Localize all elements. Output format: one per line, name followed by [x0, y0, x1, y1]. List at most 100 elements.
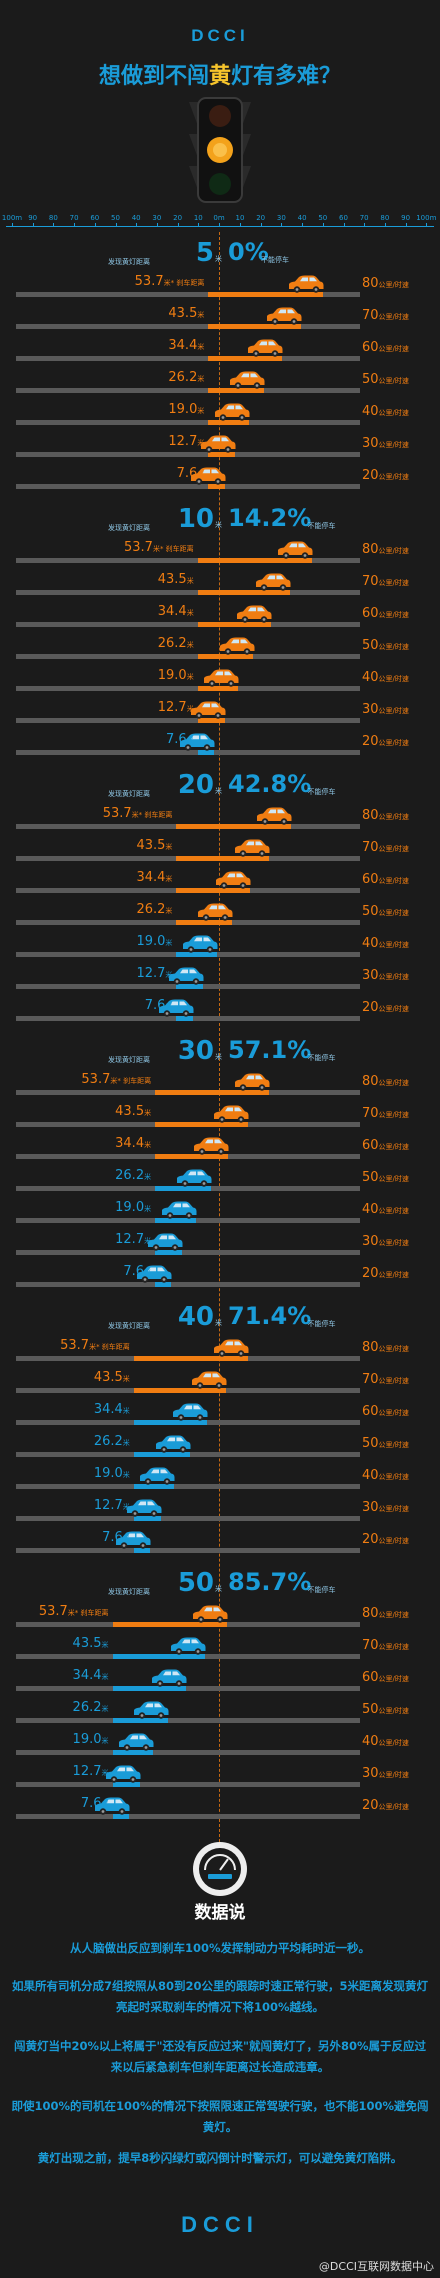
braking-distance-label: 7.6米	[31, 1264, 151, 1279]
braking-distance-unit: 米	[197, 375, 205, 383]
braking-distance-unit: 米	[197, 439, 205, 447]
speed-unit: 公里/时速	[378, 707, 409, 715]
speed-label: 40公里/时速	[362, 1468, 409, 1483]
braking-distance-label: 19.0米	[84, 402, 204, 417]
speed-label: 70公里/时速	[362, 840, 409, 855]
speed-value: 20	[362, 1266, 379, 1281]
speed-unit: 公里/时速	[378, 1111, 409, 1119]
braking-distance-value: 43.5	[157, 572, 187, 587]
braking-distance-value: 19.0	[115, 1200, 145, 1215]
bar-track	[16, 356, 360, 361]
car-icon	[233, 1072, 271, 1092]
braking-bar	[112, 1814, 129, 1819]
section-header: 发现黄灯距离 5 米 0% 不能停车	[0, 238, 440, 274]
speed-value: 20	[362, 468, 379, 483]
speed-row-60: 34.4米 60公里/时速	[0, 336, 440, 368]
braking-distance-label: 53.7米* 刹车距离	[31, 1072, 151, 1087]
braking-distance-value: 53.7	[102, 806, 132, 821]
scale-tick-left: 20	[173, 214, 183, 222]
scale-axis-line	[6, 226, 434, 227]
braking-bar	[176, 984, 204, 989]
page-title: 想做到不闯黄灯有多难？	[0, 58, 440, 90]
scale-tick-mark	[219, 223, 220, 227]
speed-label: 80公里/时速	[362, 808, 409, 823]
braking-distance-value: 7.6	[144, 998, 166, 1013]
braking-distance-unit: 米	[165, 875, 173, 883]
braking-distance-value: 12.7	[93, 1498, 123, 1513]
braking-distance-label: 43.5米	[10, 1370, 130, 1385]
speed-unit: 公里/时速	[378, 1271, 409, 1279]
braking-distance-unit: 米	[144, 1269, 152, 1277]
braking-bar	[155, 1154, 229, 1159]
stop-line	[219, 232, 220, 1872]
scale-tick-left: 80	[48, 214, 58, 222]
title-part-1: 想做到不闯	[98, 64, 209, 89]
braking-distance-label: 53.7米* 刹车距离	[0, 1604, 109, 1619]
bar-track	[16, 590, 360, 595]
speed-value: 80	[362, 808, 379, 823]
section-distance-caption: 发现黄灯距离	[108, 1056, 150, 1064]
dcci-logo-bottom: DCCI	[181, 2212, 259, 2237]
speed-unit: 公里/时速	[378, 1675, 409, 1683]
section-distance-unit: 米	[215, 1585, 222, 1593]
car-icon	[171, 1402, 209, 1422]
speed-label: 20公里/时速	[362, 1532, 409, 1547]
section-yellow-distance-20: 发现黄灯距离 20 米 42.8% 不能停车 53.7米* 刹车距离 80公里/时速 43.5…	[0, 770, 440, 1030]
info-title: 数据说	[194, 1903, 246, 1923]
speed-unit: 公里/时速	[378, 1473, 409, 1481]
speed-row-60: 34.4米 60公里/时速	[0, 1400, 440, 1432]
car-icon	[181, 934, 219, 954]
speed-value: 20	[362, 1798, 379, 1813]
scale-tick-mark	[405, 223, 407, 227]
braking-bar	[112, 1686, 186, 1691]
braking-bar	[133, 1484, 175, 1489]
speed-label: 20公里/时速	[362, 1266, 409, 1281]
info-paragraph-2: 如果所有司机分成7组按照从80到20公里的跟踪时速正常行驶，5米距离发现黄灯亮起…	[11, 1979, 428, 2014]
speed-unit: 公里/时速	[378, 941, 409, 949]
braking-bar	[133, 1516, 161, 1521]
speed-label: 30公里/时速	[362, 968, 409, 983]
braking-distance-value: 34.4	[93, 1402, 123, 1417]
speed-value: 60	[362, 872, 379, 887]
car-icon	[196, 902, 234, 922]
section-yellow-distance-30: 发现黄灯距离 30 米 57.1% 不能停车 53.7米* 刹车距离 80公里/时速 43.5…	[0, 1036, 440, 1296]
speed-value: 30	[362, 968, 379, 983]
braking-distance-value: 19.0	[72, 1732, 102, 1747]
braking-bar	[133, 1452, 190, 1457]
braking-bar	[176, 1016, 193, 1021]
braking-bar	[197, 558, 313, 563]
braking-distance-unit: 米	[186, 705, 194, 713]
braking-distance-unit: 米	[197, 407, 205, 415]
braking-distance-label: 43.5米	[84, 306, 204, 321]
speed-unit: 公里/时速	[378, 675, 409, 683]
braking-distance-label: 34.4米	[52, 870, 172, 885]
section-distance-unit: 米	[215, 1053, 222, 1061]
braking-distance-label: 12.7米	[10, 1498, 130, 1513]
bar-track	[16, 452, 360, 457]
braking-distance-note: * 刹车距离	[159, 545, 194, 553]
braking-distance-unit: 米	[101, 1769, 109, 1777]
speed-unit: 公里/时速	[378, 377, 409, 385]
braking-distance-unit: 米	[101, 1737, 109, 1745]
car-icon	[202, 668, 240, 688]
section-yellow-distance-5: 发现黄灯距离 5 米 0% 不能停车 53.7米* 刹车距离 80公里/时速 43.5米 70公…	[0, 238, 440, 498]
section-fail-rate: 85.7%	[228, 1568, 312, 1596]
speed-label: 20公里/时速	[362, 734, 409, 749]
braking-distance-label: 26.2米	[84, 370, 204, 385]
speed-unit: 公里/时速	[378, 643, 409, 651]
speed-unit: 公里/时速	[378, 1175, 409, 1183]
speed-label: 80公里/时速	[362, 542, 409, 557]
braking-distance-label: 26.2米	[52, 902, 172, 917]
braking-bar	[133, 1420, 208, 1425]
car-icon	[191, 1604, 229, 1624]
braking-distance-label: 19.0米	[74, 668, 194, 683]
section-fail-rate: 71.4%	[228, 1302, 312, 1330]
section-fail-rate: 42.8%	[228, 770, 312, 798]
speed-label: 40公里/时速	[362, 404, 409, 419]
speed-unit: 公里/时速	[378, 579, 409, 587]
speed-row-30: 12.7米 30公里/时速	[0, 1230, 440, 1262]
braking-distance-label: 7.6米	[0, 1796, 109, 1811]
braking-distance-unit: 米	[110, 1077, 118, 1085]
braking-distance-value: 19.0	[168, 402, 198, 417]
braking-distance-value: 7.6	[123, 1264, 145, 1279]
